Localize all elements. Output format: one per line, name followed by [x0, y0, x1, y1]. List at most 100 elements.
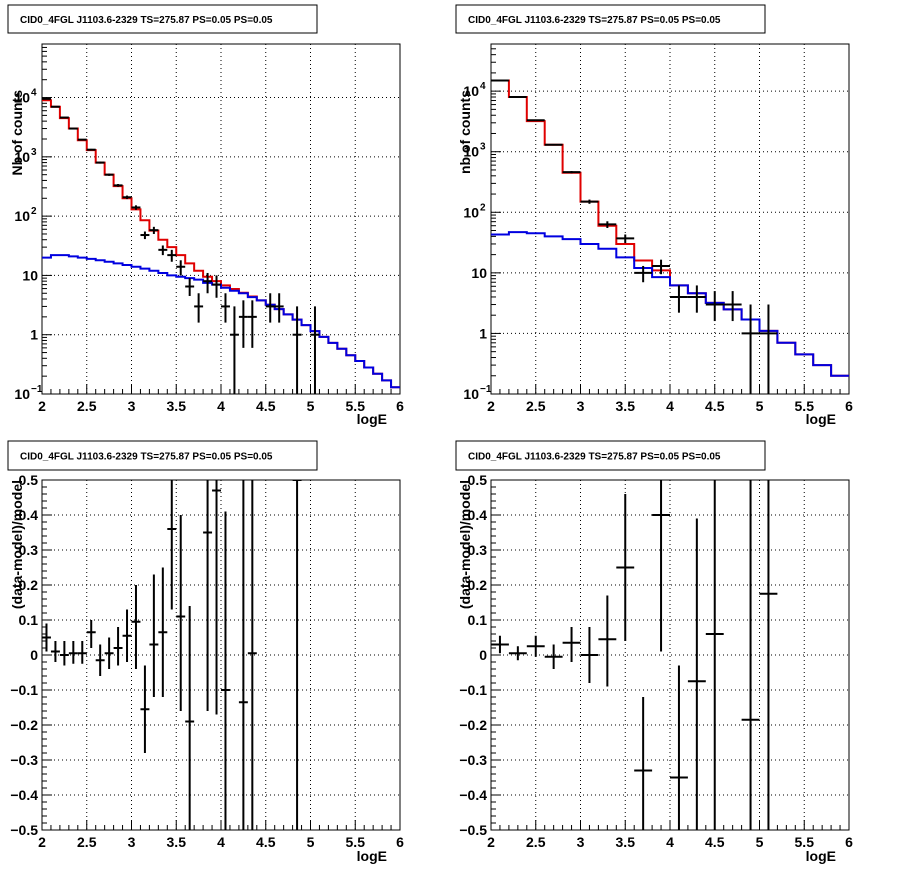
data-point	[167, 249, 177, 262]
data-point	[203, 480, 213, 711]
data-point	[616, 494, 635, 641]
data-point	[113, 184, 123, 187]
data-point	[221, 293, 230, 323]
data-point	[68, 641, 78, 664]
x-tick-label: 4	[217, 834, 225, 850]
y-tick-label: 0.5	[19, 472, 39, 488]
title-box: CID0_4FGL J1103.6-2329 TS=275.87 PS=0.05…	[7, 440, 318, 471]
data-point	[580, 627, 599, 683]
y-tick-label: 10	[14, 386, 30, 402]
x-tick-labels: 2 2.5 3 3.5 4 4.5 5 5.5 6	[38, 834, 404, 850]
tick-marks	[41, 43, 401, 395]
y-tick-label: 10	[463, 204, 479, 220]
data-point	[104, 173, 114, 176]
data-point	[723, 291, 742, 322]
y-tick-label: 10	[14, 208, 30, 224]
y-tick-label-exponent: 2	[31, 206, 37, 217]
x-axis-title: logE	[357, 848, 387, 864]
data-point	[247, 300, 257, 348]
x-tick-label: 2	[38, 398, 46, 414]
data-point	[229, 306, 239, 394]
data-point	[544, 644, 563, 669]
data-point	[185, 278, 195, 296]
data-point	[167, 480, 177, 610]
data-point	[149, 226, 159, 234]
data-point	[759, 480, 778, 830]
x-tick-label: 4	[666, 398, 674, 414]
data-points	[491, 79, 778, 394]
data-point	[185, 606, 195, 830]
title-box: CID0_4FGL J1103.6-2329 TS=275.87 PS=0.05…	[7, 4, 318, 34]
y-tick-label: −0.3	[10, 752, 38, 768]
data-point	[687, 285, 706, 313]
x-tick-label: 6	[396, 398, 404, 414]
x-tick-label: 2	[487, 398, 495, 414]
plot-area	[42, 97, 400, 394]
x-tick-label: 2.5	[77, 398, 97, 414]
data-point	[203, 272, 213, 294]
data-point	[212, 275, 221, 298]
y-tick-label: 10	[463, 144, 479, 160]
y-tick-label-exponent: −1	[31, 384, 43, 395]
x-tick-label: 4.5	[705, 834, 725, 850]
x-tick-label: 4.5	[256, 398, 276, 414]
x-axis-title: logE	[357, 411, 387, 427]
data-point	[50, 105, 60, 108]
panel-top-left: CID0_4FGL J1103.6-2329 TS=275.87 PS=0.05…	[7, 4, 404, 427]
data-point	[95, 644, 105, 676]
data-point	[140, 665, 150, 753]
panel-bottom-left: CID0_4FGL J1103.6-2329 TS=275.87 PS=0.05…	[7, 440, 404, 864]
data-point	[247, 480, 257, 830]
plot-area	[491, 480, 778, 830]
title-box-frame	[7, 4, 318, 34]
x-tick-label: 5.5	[795, 834, 815, 850]
data-points	[42, 97, 320, 394]
data-point	[526, 119, 545, 122]
x-tick-label: 3	[577, 834, 585, 850]
data-point	[176, 515, 186, 711]
data-point	[292, 306, 302, 394]
y-tick-label: 10	[463, 386, 479, 402]
data-point	[508, 96, 527, 99]
chart-title: CID0_4FGL J1103.6-2329 TS=275.87 PS=0.05…	[20, 452, 273, 463]
x-tick-label: 6	[845, 834, 853, 850]
x-tick-label: 3	[128, 834, 136, 850]
data-point	[86, 148, 96, 151]
data-point	[122, 195, 132, 200]
data-point	[759, 304, 778, 394]
title-box-frame	[7, 440, 318, 471]
data-point	[310, 306, 320, 394]
x-tick-label: 5	[756, 398, 764, 414]
data-point	[238, 300, 248, 348]
data-point	[652, 259, 670, 275]
chart-title: CID0_4FGL J1103.6-2329 TS=275.87 PS=0.05…	[20, 15, 273, 26]
y-tick-label: 10	[463, 83, 479, 99]
y-tick-label: −0.2	[10, 717, 38, 733]
data-point	[741, 304, 760, 394]
tick-marks	[490, 479, 850, 831]
data-point	[59, 116, 69, 119]
x-tick-labels: 2 2.5 3 3.5 4 4.5 5 5.5 6	[487, 834, 853, 850]
data-point	[238, 480, 248, 830]
x-tick-label: 3.5	[167, 834, 187, 850]
data-point	[670, 665, 688, 830]
y-tick-label-exponent: 4	[480, 81, 486, 92]
data-point	[158, 245, 168, 256]
y-tick-label: −0.5	[459, 822, 487, 838]
chart-title: CID0_4FGL J1103.6-2329 TS=275.87 PS=0.05…	[468, 15, 721, 26]
data-point	[562, 627, 581, 662]
data-point	[86, 620, 96, 648]
data-point	[42, 97, 51, 100]
data-point	[149, 574, 159, 697]
x-tick-labels: 2 2.5 3 3.5 4 4.5 5 5.5 6	[38, 398, 404, 414]
y-tick-label: −0.2	[459, 717, 487, 733]
x-tick-label: 5.5	[346, 834, 366, 850]
x-tick-label: 4	[666, 834, 674, 850]
data-point	[122, 609, 132, 662]
title-box: CID0_4FGL J1103.6-2329 TS=275.87 PS=0.05…	[455, 4, 766, 34]
x-tick-label: 4.5	[705, 398, 725, 414]
data-point	[741, 480, 760, 830]
